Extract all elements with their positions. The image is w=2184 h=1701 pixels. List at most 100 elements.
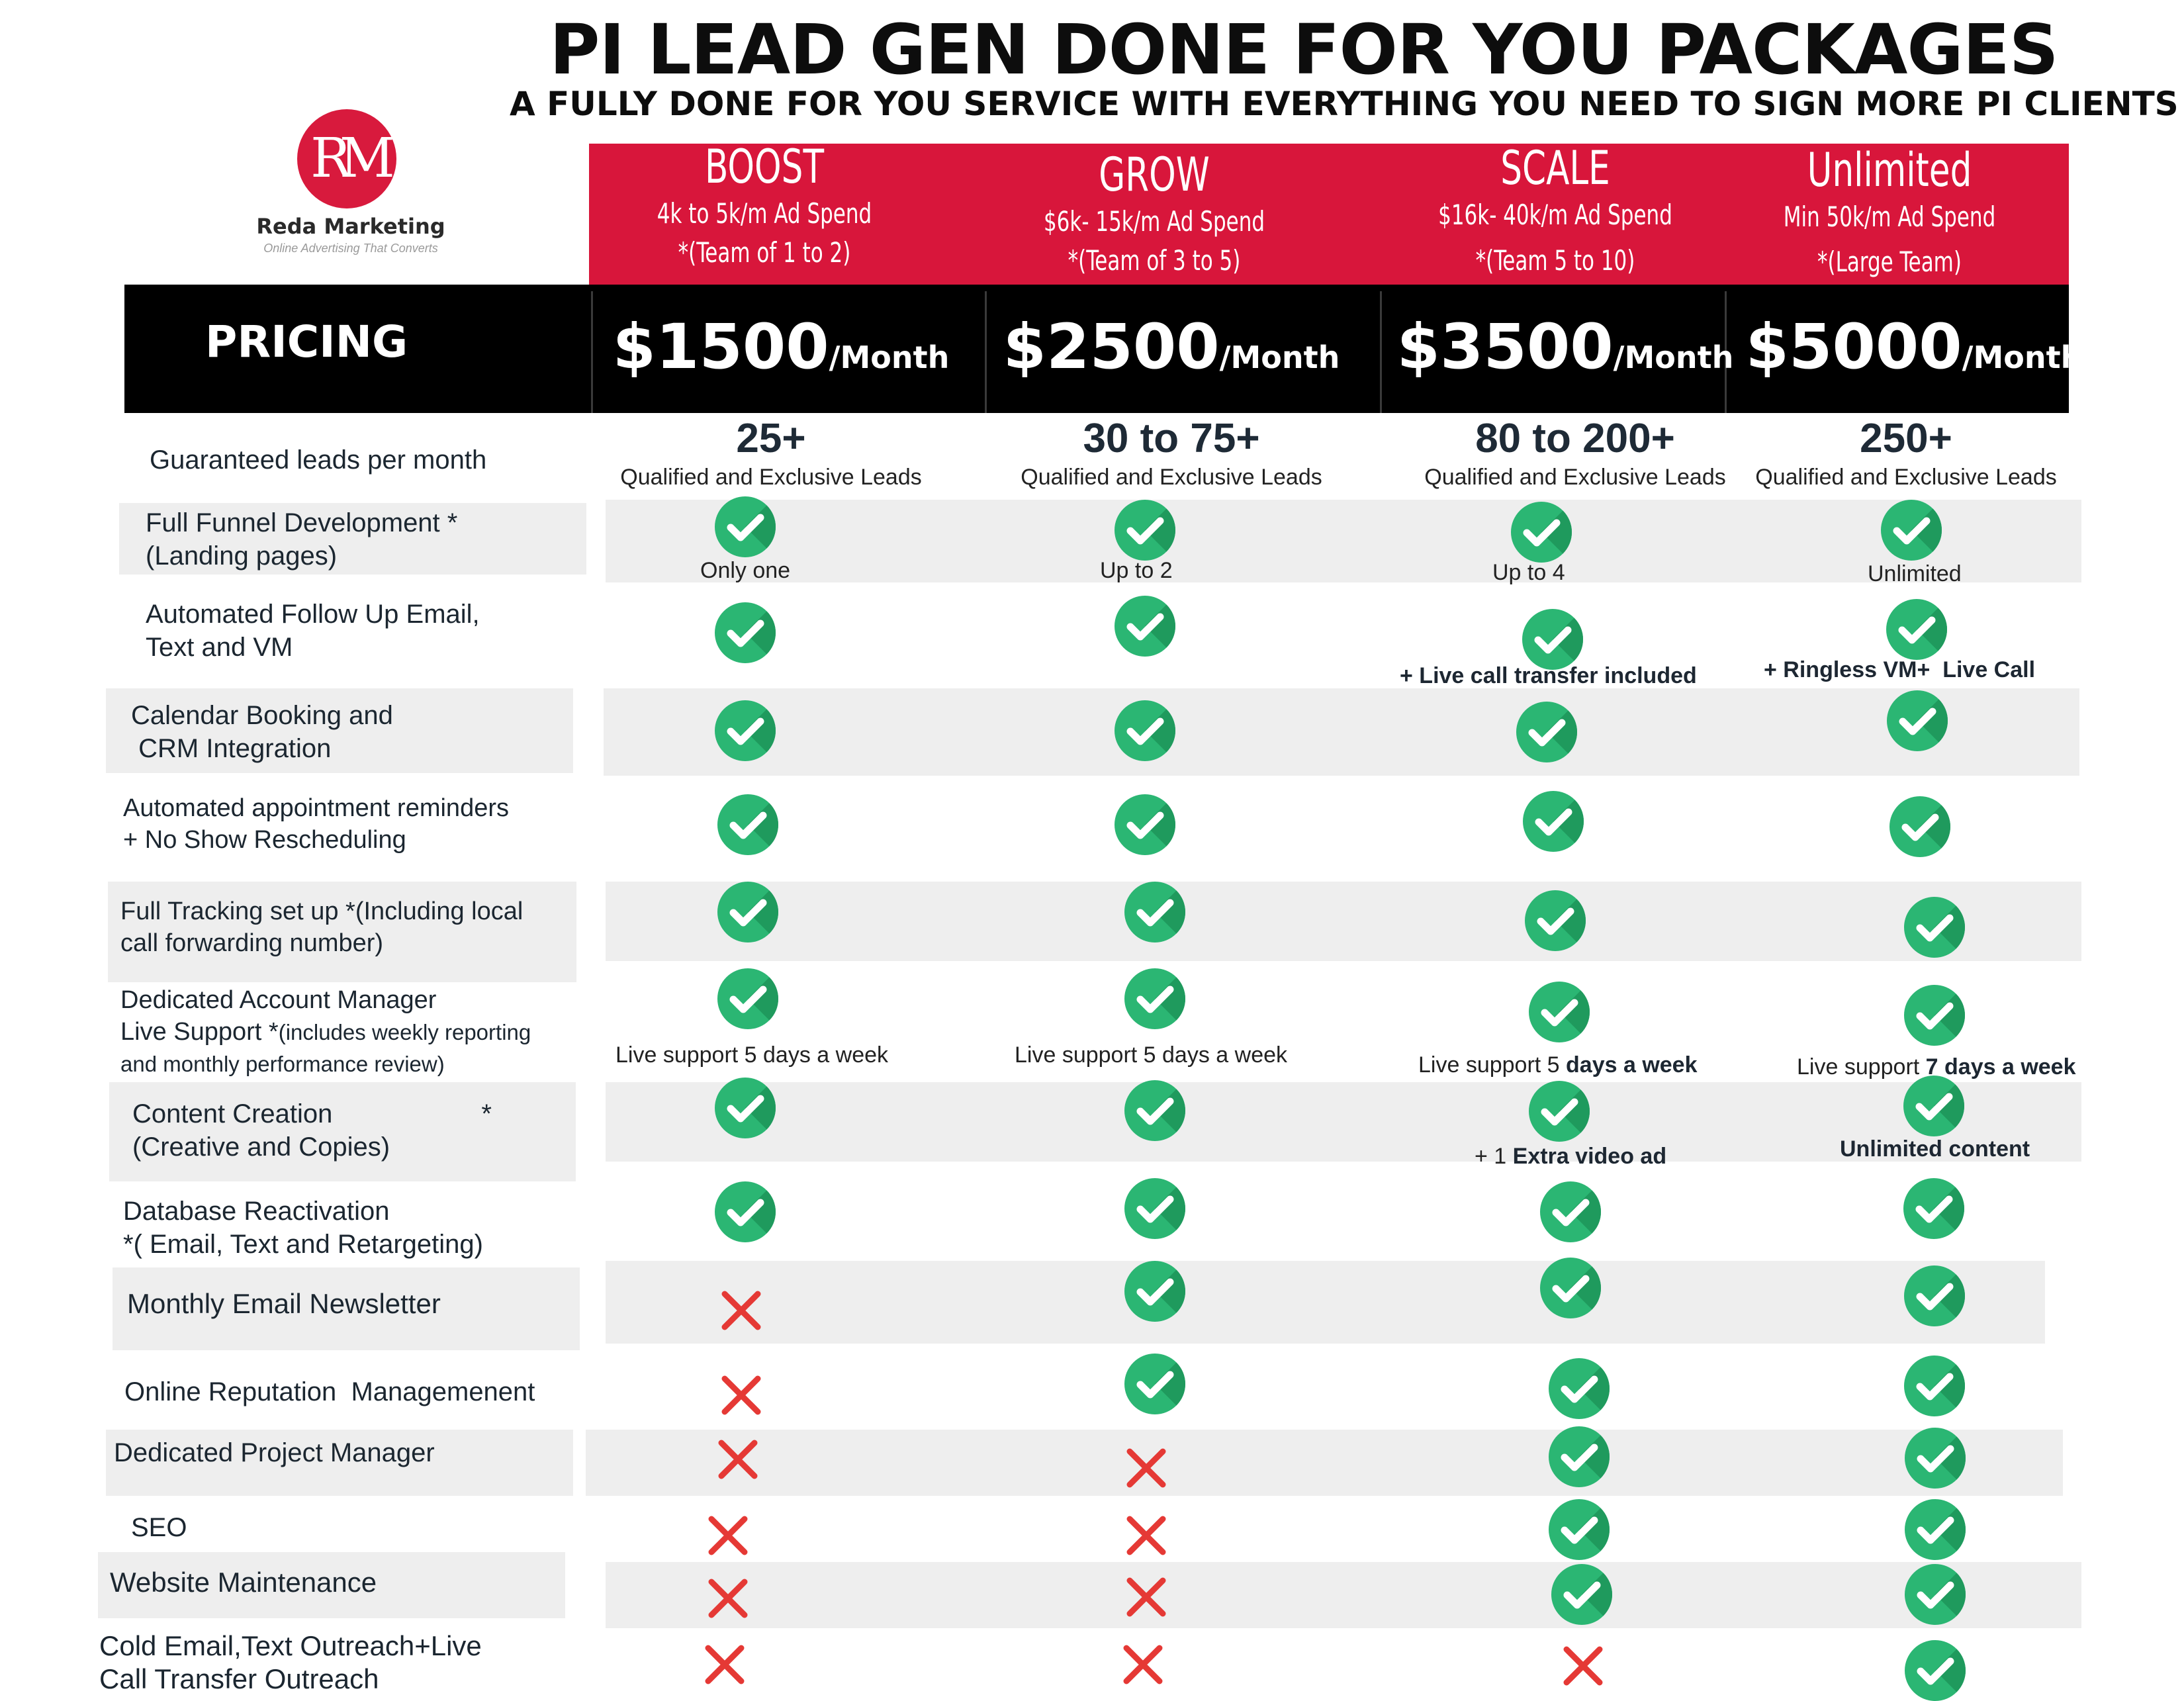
row-stripe <box>113 1267 580 1350</box>
plan-header-grow: GROW $6k- 15k/m Ad Spend *(Team of 3 to … <box>969 147 1340 281</box>
price-amount: $5000 <box>1745 311 1962 383</box>
check-circle-icon <box>715 1078 776 1138</box>
price-period: /Month <box>1962 340 2083 375</box>
feature-line: + No Show Rescheduling <box>123 826 406 854</box>
row-stripe <box>108 882 576 982</box>
feature-line: Cold Email,Text Outreach+Live <box>99 1630 482 1661</box>
plan-team: *(Team 5 to 10) <box>1475 244 1635 277</box>
check-circle-icon <box>1540 1181 1601 1242</box>
feature-asterisk: * <box>481 1099 492 1128</box>
check-circle-icon <box>1124 1178 1185 1239</box>
feature-line: Automated Follow Up Email, <box>146 600 480 629</box>
leads-unlimited: 250+ Qualified and Exclusive Leads <box>1701 416 2111 492</box>
plan-team: *(Team of 1 to 2) <box>678 236 851 269</box>
feature-line: Live Support * <box>120 1018 279 1046</box>
plan-spend: $6k- 15k/m Ad Spend <box>1043 205 1265 238</box>
feature-content: Content Creation * (Creative and Copies) <box>132 1097 492 1164</box>
row-stripe <box>604 688 2079 776</box>
leads-desc: Qualified and Exclusive Leads <box>1424 465 1726 490</box>
price-unlimited: $5000/Month <box>1729 311 2099 383</box>
feature-reputation: Online Reputation Managemenent <box>124 1377 535 1406</box>
check-circle-icon <box>715 700 776 761</box>
check-circle-icon <box>717 968 778 1029</box>
check-circle-icon <box>1529 1081 1590 1142</box>
cross-icon <box>718 1287 764 1334</box>
check-circle-icon <box>715 496 776 557</box>
check-circle-icon <box>1903 1076 1964 1136</box>
note-funnel-grow: Up to 2 <box>1100 558 1173 583</box>
logo-mark: RM <box>297 109 396 208</box>
check-circle-icon <box>1124 1080 1185 1141</box>
row-stripe <box>119 503 586 575</box>
row-stripe <box>606 882 2081 961</box>
cross-icon <box>1123 1445 1169 1491</box>
note-emphasis: 7 days a week <box>1925 1054 2076 1080</box>
check-circle-icon <box>1124 882 1185 942</box>
plan-name: GROW <box>1099 148 1210 202</box>
check-circle-icon <box>1529 982 1590 1042</box>
plan-header-unlimited: Unlimited Min 50k/m Ad Spend *(Large Tea… <box>1704 142 2075 288</box>
check-circle-icon <box>1549 1426 1610 1487</box>
note-emphasis: days a week <box>1566 1052 1698 1078</box>
feature-line: Database Reactivation <box>123 1197 390 1226</box>
check-circle-icon <box>1525 890 1586 951</box>
feature-line: Call Transfer Outreach <box>99 1663 379 1694</box>
row-stripe <box>606 1082 2081 1162</box>
feature-line: CRM Integration <box>131 734 332 763</box>
feature-account-manager: Dedicated Account Manager Live Support *… <box>120 984 531 1080</box>
page-title: PI LEAD GEN DONE FOR YOU PACKAGES <box>549 9 2058 90</box>
check-circle-icon <box>1522 609 1583 670</box>
cross-icon <box>702 1641 748 1688</box>
check-circle-icon <box>1887 690 1948 751</box>
price-scale: $3500/Month <box>1380 311 1751 383</box>
check-circle-icon <box>1115 794 1175 855</box>
pricing-bar <box>124 285 2069 413</box>
feature-calendar: Calendar Booking and CRM Integration <box>131 699 393 765</box>
price-period: /Month <box>1613 340 1734 375</box>
row-stripe <box>109 1082 576 1181</box>
feature-line: (Landing pages) <box>146 541 338 571</box>
row-stripe <box>106 688 573 773</box>
pricing-divider <box>1725 291 1727 413</box>
price-period: /Month <box>829 340 950 375</box>
feature-line: Full Tracking set up *(Including local <box>120 897 523 925</box>
feature-line: Dedicated Account Manager <box>120 986 437 1014</box>
check-circle-icon <box>1516 702 1577 762</box>
note-support-scale: Live support 5 days a week <box>1418 1052 1698 1078</box>
price-period: /Month <box>1219 340 1340 375</box>
check-circle-icon <box>1549 1358 1610 1419</box>
logo: RM Reda Marketing Online Advertising Tha… <box>251 109 450 261</box>
plan-header-boost: BOOST 4k to 5k/m Ad Spend *(Team of 1 to… <box>579 139 950 273</box>
plan-name: BOOST <box>704 140 825 194</box>
feature-project-manager: Dedicated Project Manager <box>114 1438 435 1467</box>
cross-icon <box>1123 1574 1169 1620</box>
row-stripe <box>606 500 2081 582</box>
note-content-scale: + 1 Extra video ad <box>1475 1144 1666 1170</box>
check-circle-icon <box>717 794 778 855</box>
row-stripe <box>586 1430 2063 1496</box>
plan-team: *(Team of 3 to 5) <box>1068 244 1241 277</box>
leads-desc: Qualified and Exclusive Leads <box>1755 465 2057 490</box>
feature-line: Text and VM <box>146 633 293 662</box>
feature-note: (includes weekly reporting <box>278 1020 531 1044</box>
row-stripe <box>98 1552 565 1618</box>
check-circle-icon <box>1886 599 1947 660</box>
feature-followup: Automated Follow Up Email, Text and VM <box>146 598 480 664</box>
check-circle-icon <box>1511 502 1572 563</box>
feature-reminders: Automated appointment reminders + No Sho… <box>123 792 509 856</box>
pricing-divider <box>591 291 593 413</box>
leads-count: 30 to 75+ <box>1083 416 1260 461</box>
price-grow: $2500/Month <box>986 311 1357 383</box>
feature-note: and monthly performance review) <box>120 1052 445 1076</box>
check-circle-icon <box>1115 596 1175 657</box>
plan-header-scale: SCALE $16k- 40k/m Ad Spend *(Team 5 to 1… <box>1370 140 1741 287</box>
price-boost: $1500/Month <box>596 311 966 383</box>
check-circle-icon <box>1904 1356 1965 1416</box>
leads-desc: Qualified and Exclusive Leads <box>1021 465 1322 490</box>
note-text: Live support 5 <box>1418 1052 1567 1078</box>
note-emphasis: Extra video ad <box>1512 1144 1667 1169</box>
leads-count: 25+ <box>736 416 806 461</box>
plan-spend: 4k to 5k/m Ad Spend <box>657 197 872 230</box>
pricing-divider <box>1380 291 1382 413</box>
feature-website: Website Maintenance <box>110 1567 377 1598</box>
